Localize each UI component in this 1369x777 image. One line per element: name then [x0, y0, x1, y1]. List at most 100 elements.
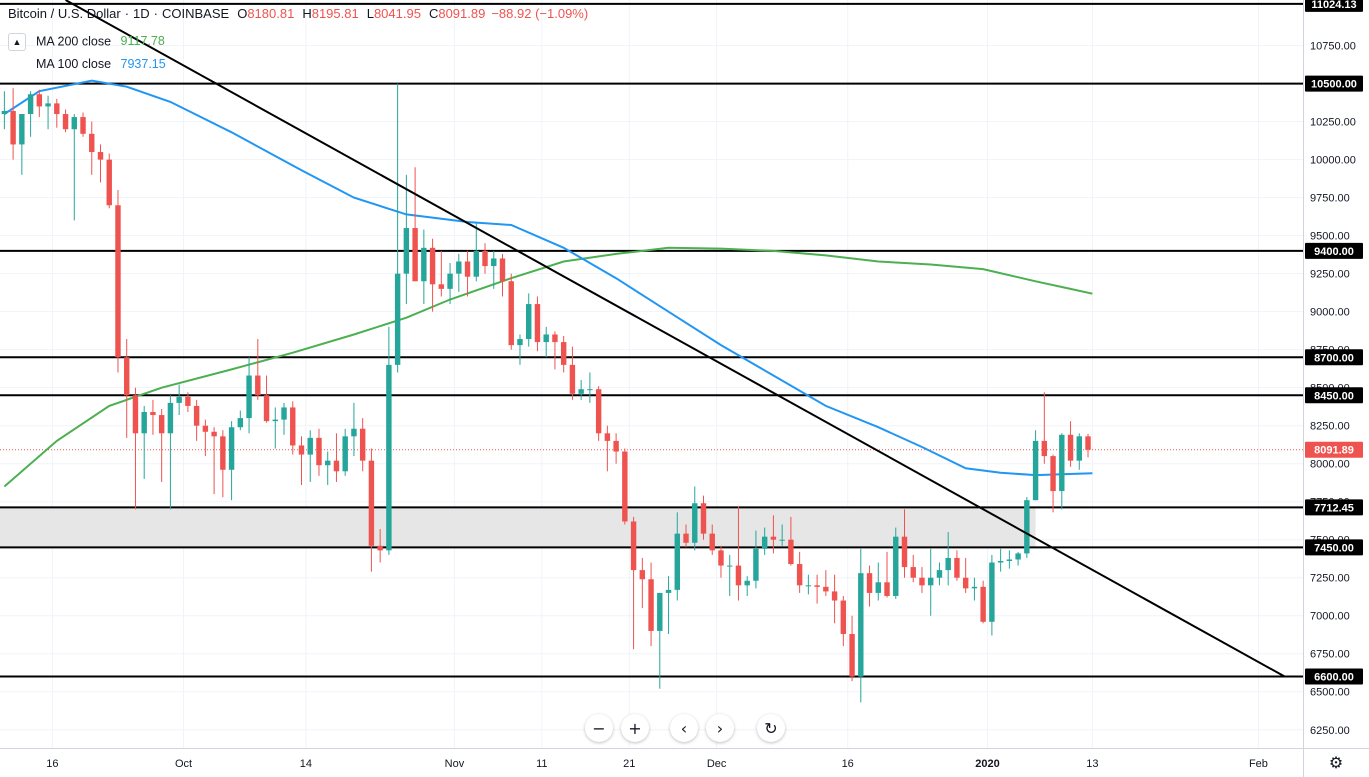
candle-body	[403, 228, 410, 274]
candle-body	[1024, 500, 1030, 554]
candle	[193, 399, 200, 441]
candle-body	[27, 94, 34, 115]
minus-icon[interactable]: −	[585, 714, 613, 742]
candle	[936, 562, 943, 586]
candle-body	[560, 342, 567, 365]
candle-body	[858, 573, 864, 677]
candle-body	[19, 114, 25, 145]
last-price-label: 8091.89	[1305, 441, 1363, 458]
candle-body	[727, 565, 733, 567]
level-label-text: 7712.45	[1314, 502, 1354, 514]
candle	[150, 399, 156, 435]
price-labels: 11024.13 10500.00 9400.00 8700.00 8450.00 771…	[1305, 0, 1363, 685]
interval-label[interactable]: 1D	[133, 6, 150, 21]
candle	[27, 91, 34, 137]
candle	[788, 516, 794, 566]
candle-body	[438, 284, 445, 289]
chevron-right-icon[interactable]: ›	[706, 714, 734, 742]
candle-body	[587, 389, 593, 391]
chevron-left-icon[interactable]: ‹	[670, 714, 698, 742]
candle	[351, 402, 357, 457]
candle	[980, 580, 986, 624]
candle-body	[569, 364, 576, 394]
candle-body	[246, 375, 252, 419]
candle	[517, 334, 523, 365]
level-label-text: 11024.13	[1311, 0, 1356, 11]
candle	[1, 91, 8, 130]
level-label: 6600.00	[1305, 668, 1363, 685]
x-tick-label: 2020	[975, 758, 999, 770]
plus-icon[interactable]: +	[621, 714, 649, 742]
candle	[884, 551, 890, 598]
candle	[220, 430, 226, 498]
candle-body	[910, 567, 916, 578]
candle-body	[412, 228, 418, 282]
candle	[10, 88, 16, 160]
candle	[858, 548, 864, 703]
candle	[866, 565, 873, 607]
gear-icon[interactable]: ⚙	[1328, 752, 1344, 772]
candle	[167, 395, 174, 510]
chevron-up-icon[interactable]: ▲	[8, 33, 26, 51]
ma100-label: MA 100 close	[36, 57, 112, 71]
zoom-controls: − +	[585, 714, 649, 742]
candle	[272, 407, 278, 449]
candle	[19, 114, 25, 175]
candle-body	[526, 304, 532, 340]
candle-body	[429, 247, 436, 285]
candle	[71, 114, 77, 221]
ma100-row[interactable]: MA 100 close 7937.15	[36, 57, 166, 71]
candle-body	[499, 258, 506, 282]
candle	[421, 229, 427, 305]
y-tick-label: 9500.00	[1310, 231, 1350, 243]
candle	[316, 428, 322, 476]
candle	[595, 386, 602, 441]
candle-body	[796, 564, 803, 586]
candle	[823, 570, 829, 596]
candle-body	[744, 580, 750, 586]
candle	[893, 527, 899, 600]
candle	[464, 250, 471, 297]
x-tick-label: 16	[46, 758, 58, 770]
candle-body	[237, 418, 244, 428]
candle-body	[823, 586, 829, 592]
level-label: 8700.00	[1305, 349, 1363, 366]
candle	[770, 515, 777, 554]
level-label: 9400.00	[1305, 242, 1363, 259]
candle	[849, 615, 855, 682]
symbol-title[interactable]: Bitcoin / U.S. Dollar	[8, 6, 121, 21]
reset-icon[interactable]: ↻	[757, 714, 785, 742]
y-tick-label: 8250.00	[1310, 421, 1350, 433]
candle	[36, 89, 43, 118]
candle-body	[132, 395, 139, 434]
candle-body	[89, 133, 95, 153]
candle	[185, 392, 191, 413]
consolidation-zone	[0, 507, 1036, 548]
candle-body	[333, 460, 340, 472]
ma200-value: 9117.78	[120, 34, 165, 49]
candle-body	[840, 600, 847, 634]
candle	[141, 405, 147, 479]
ma100-value: 7937.15	[120, 57, 166, 71]
candle-body	[893, 536, 899, 596]
change-value: −88.92 (−1.09%)	[491, 6, 589, 21]
scroll-controls: ‹ ›	[670, 714, 734, 742]
moving-averages	[3, 79, 1093, 488]
candle-body	[158, 415, 165, 434]
candle-body	[665, 589, 672, 593]
candle-body	[281, 407, 287, 420]
candle	[709, 524, 715, 555]
candle-body	[473, 250, 479, 277]
candle	[779, 524, 785, 546]
candle-body	[928, 577, 934, 586]
candle-body	[954, 557, 960, 578]
candle-body	[945, 557, 951, 571]
level-label-box	[1305, 387, 1363, 404]
candle	[700, 495, 707, 540]
ma200-row[interactable]: ▲ MA 200 close 9117.78	[8, 33, 165, 51]
candle	[744, 576, 750, 596]
candle-body	[761, 536, 768, 549]
candle-body	[290, 407, 296, 446]
